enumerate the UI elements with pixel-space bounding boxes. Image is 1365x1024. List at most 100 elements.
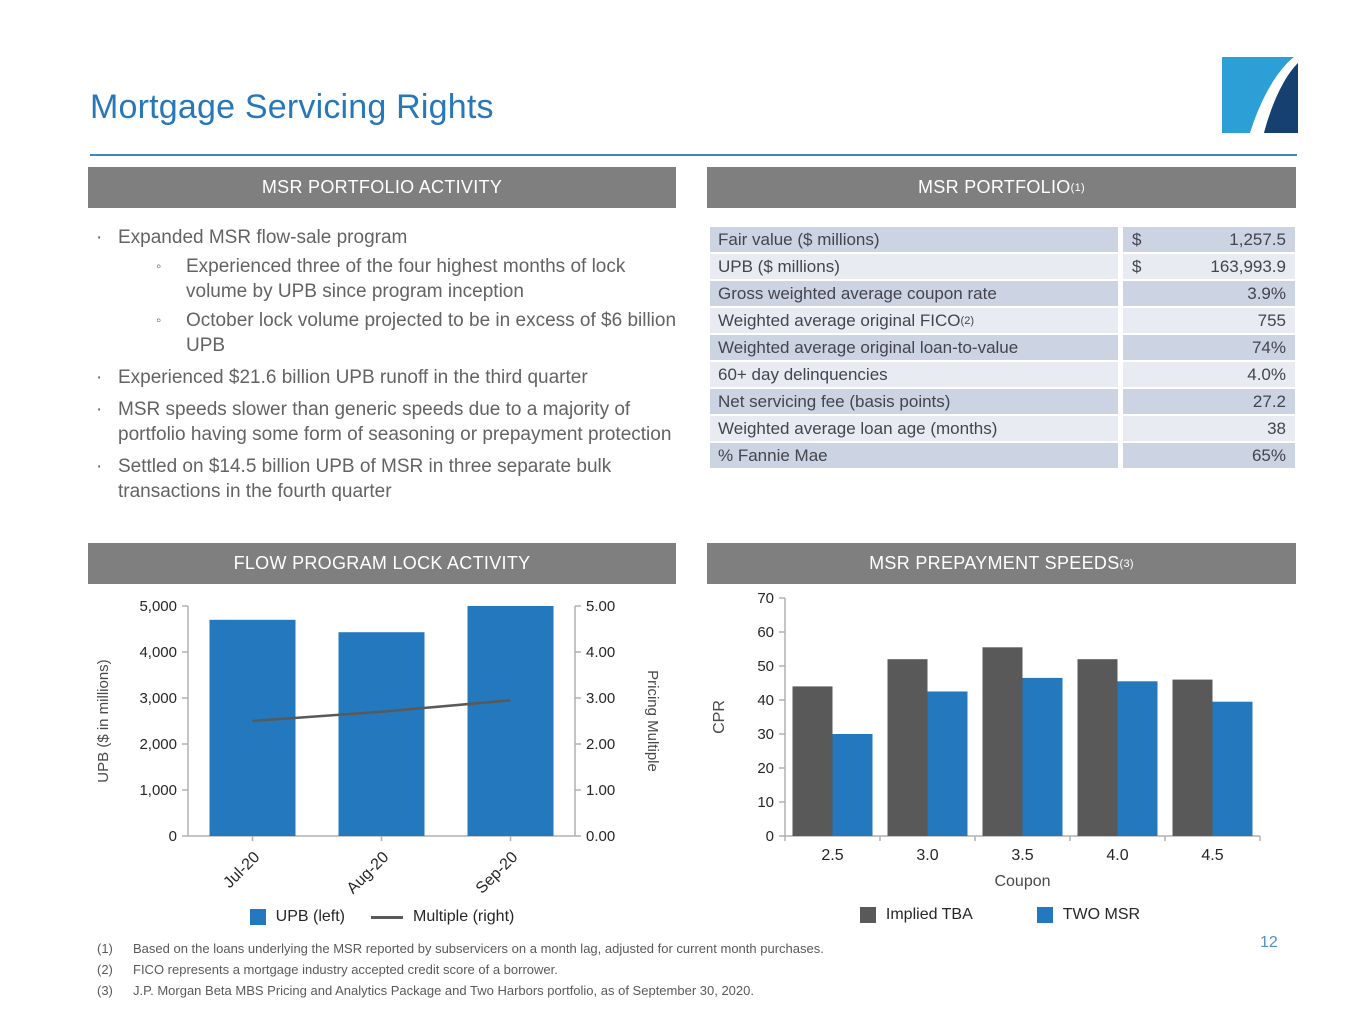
- multiple-line-icon: [370, 915, 403, 919]
- row-value: 755: [1257, 310, 1286, 330]
- svg-text:UPB ($ in millions): UPB ($ in millions): [95, 659, 112, 782]
- upb-bar: [467, 606, 554, 836]
- svg-text:Jul-20: Jul-20: [220, 849, 263, 892]
- column-gap: [1118, 362, 1123, 387]
- column-gap: [1118, 335, 1123, 360]
- bullet-text: MSR speeds slower than generic speeds du…: [118, 399, 672, 445]
- bullet-item: · Experienced $21.6 billion UPB runoff in…: [88, 365, 678, 390]
- svg-text:2.00: 2.00: [586, 736, 615, 753]
- msr-portfolio-activity-bullet-list: · Expanded MSR flow-sale program ◦ Experien…: [88, 218, 678, 504]
- row-label: Weighted average loan age (months): [710, 416, 1118, 441]
- row-value-cell: 74%: [1123, 335, 1295, 360]
- row-label: Gross weighted average coupon rate: [710, 281, 1118, 306]
- row-value-cell: 65%: [1123, 443, 1295, 468]
- svg-text:4.5: 4.5: [1201, 847, 1223, 864]
- row-value: 163,993.9: [1210, 256, 1286, 276]
- flow-chart-legend: UPB (left) Multiple (right): [88, 908, 676, 926]
- legend-label-implied-tba: Implied TBA: [885, 906, 973, 923]
- bullet-marker: ·: [96, 399, 103, 420]
- bullet-marker: ◦: [156, 312, 162, 329]
- speeds-chart-svg: 0 10 20 30 40 50 60 70 2.5 3.0 3.5 4.0 4.5 Coupon CPR: [711, 590, 1261, 890]
- implied-tba-bar: [792, 686, 833, 836]
- footnote-number: (1): [97, 941, 113, 956]
- speeds-chart-legend: Implied TBA TWO MSR: [700, 906, 1300, 924]
- legend-item-upb: UPB (left): [249, 908, 345, 926]
- svg-text:0.00: 0.00: [586, 828, 615, 845]
- footnote-number: (2): [97, 962, 113, 977]
- table-row: Fair value ($ millions) $1,257.5: [710, 227, 1295, 254]
- table-row: Weighted average original loan-to-value 7…: [710, 335, 1295, 362]
- table-row: UPB ($ millions) $163,993.9: [710, 254, 1295, 281]
- bullet-item: · Settled on $14.5 billion UPB of MSR in …: [88, 454, 678, 504]
- svg-text:Sep-20: Sep-20: [473, 849, 522, 898]
- footnote: (3) J.P. Morgan Beta MBS Pricing and Anal…: [97, 980, 1197, 1001]
- row-value-cell: $163,993.9: [1123, 254, 1295, 279]
- column-gap: [1118, 254, 1123, 279]
- row-label: UPB ($ millions): [710, 254, 1118, 279]
- bullet-text: Settled on $14.5 billion UPB of MSR in t…: [118, 456, 612, 502]
- svg-text:Coupon: Coupon: [994, 873, 1050, 890]
- bullet-item: · MSR speeds slower than generic speeds d…: [88, 397, 678, 447]
- svg-text:3.00: 3.00: [586, 690, 615, 707]
- upb-bar: [338, 632, 425, 836]
- row-label: Fair value ($ millions): [710, 227, 1118, 252]
- msr-portfolio-activity-header: MSR PORTFOLIO ACTIVITY: [88, 167, 676, 208]
- legend-item-implied-tba: Implied TBA: [859, 906, 973, 924]
- row-value-cell: 38: [1123, 416, 1295, 441]
- column-gap: [1118, 281, 1123, 306]
- two-msr-bar: [927, 691, 968, 836]
- currency-symbol: $: [1132, 256, 1142, 276]
- row-value-cell: 755: [1123, 308, 1295, 333]
- svg-text:0: 0: [766, 828, 774, 845]
- bullet-marker: ◦: [156, 258, 162, 275]
- two-msr-bar: [1117, 681, 1158, 836]
- flow-program-lock-activity-header-label: FLOW PROGRAM LOCK ACTIVITY: [233, 553, 531, 573]
- svg-text:10: 10: [757, 794, 774, 811]
- table-row: 60+ day delinquencies 4.0%: [710, 362, 1295, 389]
- msr-portfolio-header-label: MSR PORTFOLIO: [918, 177, 1071, 197]
- multiple-line: [252, 699, 511, 723]
- svg-text:5,000: 5,000: [139, 598, 177, 615]
- bullet-text: Experienced three of the four highest mo…: [186, 256, 626, 302]
- svg-text:4.0: 4.0: [1106, 847, 1128, 864]
- msr-portfolio-activity-header-label: MSR PORTFOLIO ACTIVITY: [261, 177, 503, 197]
- footnote-text: FICO represents a mortgage industry acce…: [133, 962, 558, 977]
- svg-text:3,000: 3,000: [139, 690, 177, 707]
- footnote: (2) FICO represents a mortgage industry a…: [97, 959, 1197, 980]
- column-gap: [1118, 416, 1123, 441]
- table-row: Gross weighted average coupon rate 3.9%: [710, 281, 1295, 308]
- bullet-item: ◦ Experienced three of the four highest m…: [88, 254, 678, 304]
- svg-text:1.00: 1.00: [586, 782, 615, 799]
- upb-swatch-icon: [249, 909, 266, 925]
- legend-item-multiple: Multiple (right): [370, 908, 514, 926]
- svg-text:2,000: 2,000: [139, 736, 177, 753]
- msr-prepayment-speeds-chart: 0 10 20 30 40 50 60 70 2.5 3.0 3.5 4.0 4.5 Coupon CPR: [700, 588, 1300, 906]
- svg-text:60: 60: [757, 624, 774, 641]
- implied-tba-bar: [1077, 659, 1118, 836]
- row-label: Net servicing fee (basis points): [710, 389, 1118, 414]
- row-value: 74%: [1251, 337, 1286, 357]
- bullet-marker: ·: [96, 456, 103, 477]
- two-msr-bar: [1022, 677, 1063, 836]
- legend-label-upb: UPB (left): [275, 908, 345, 925]
- table-row: Weighted average loan age (months) 38: [710, 416, 1295, 443]
- svg-text:CPR: CPR: [711, 700, 728, 734]
- msr-portfolio-header-superscript: (1): [1070, 181, 1085, 194]
- legend-label-two-msr: TWO MSR: [1062, 906, 1141, 923]
- page-title: Mortgage Servicing Rights: [90, 88, 494, 126]
- legend-item-two-msr: TWO MSR: [1036, 906, 1141, 924]
- row-label: 60+ day delinquencies: [710, 362, 1118, 387]
- implied-tba-swatch-icon: [859, 907, 876, 923]
- implied-tba-bar: [887, 659, 928, 836]
- row-value-cell: 4.0%: [1123, 362, 1295, 387]
- table-row: % Fannie Mae 65%: [710, 443, 1295, 470]
- flow-program-lock-activity-chart: 0 1,000 2,000 3,000 4,000 5,000 0.00 1.00 2.00 3.…: [88, 590, 676, 910]
- footnote-text: J.P. Morgan Beta MBS Pricing and Analyti…: [133, 983, 754, 998]
- bullet-marker: ·: [96, 367, 103, 388]
- title-divider: [90, 154, 1297, 156]
- bullet-text: October lock volume projected to be in e…: [186, 310, 677, 356]
- footnotes: (1) Based on the loans underlying the MSR…: [97, 938, 1197, 1001]
- flow-chart-svg: 0 1,000 2,000 3,000 4,000 5,000 0.00 1.00 2.00 3.…: [95, 598, 661, 898]
- row-value: 38: [1267, 418, 1286, 438]
- svg-text:1,000: 1,000: [139, 782, 177, 799]
